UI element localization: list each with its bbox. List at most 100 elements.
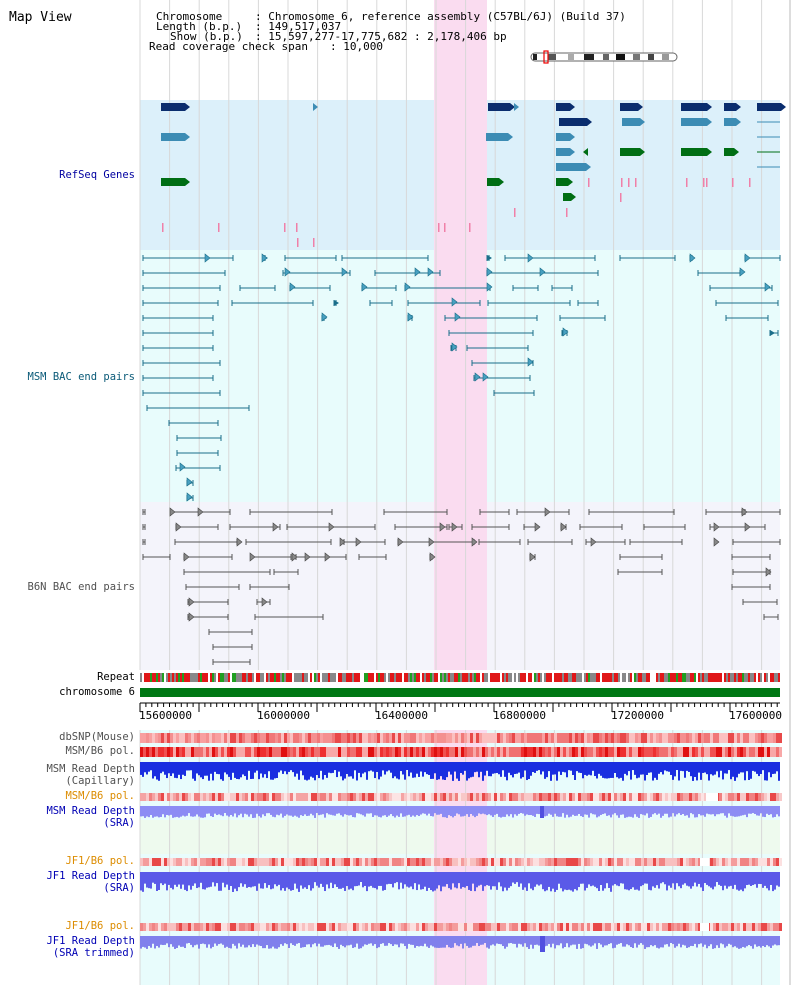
heat-cell	[764, 858, 767, 866]
read-depth-bar	[668, 806, 670, 818]
heat-cell	[242, 858, 245, 866]
read-depth-bar	[600, 936, 602, 945]
read-depth-bar	[166, 762, 168, 779]
heat-cell	[674, 923, 677, 931]
heat-cell	[542, 923, 545, 931]
read-depth-bar	[776, 872, 778, 886]
read-depth-bar	[470, 936, 472, 948]
repeat-element	[400, 673, 402, 682]
track-label-msm-bac[interactable]: MSM BAC end pairs	[27, 371, 135, 383]
heat-cell	[215, 733, 218, 743]
read-depth-bar	[230, 762, 232, 780]
read-depth-bar	[738, 936, 740, 949]
read-depth-bar	[584, 806, 586, 815]
track-label-msm-b6-pol-2[interactable]: MSM/B6 pol.	[65, 790, 135, 802]
heat-cell	[590, 923, 593, 931]
read-depth-bar	[284, 762, 286, 772]
read-depth-bar	[366, 762, 368, 780]
track-label-refseq[interactable]: RefSeq Genes	[59, 169, 135, 181]
read-depth-bar	[180, 806, 182, 817]
read-depth-bar	[248, 872, 250, 888]
read-depth-bar	[574, 936, 576, 945]
heat-cell	[407, 733, 410, 743]
heat-cell	[779, 793, 782, 801]
heat-cell	[422, 858, 425, 866]
read-depth-bar	[332, 762, 334, 773]
heat-cell	[461, 858, 464, 866]
read-depth-bar	[312, 806, 314, 816]
repeat-element	[556, 673, 558, 682]
read-depth-bar	[284, 806, 286, 816]
coverage-key: Read coverage check span	[149, 40, 308, 53]
heat-gap	[706, 793, 718, 801]
heat-cell	[521, 858, 524, 866]
heat-cell	[572, 858, 575, 866]
read-depth-bar	[518, 872, 520, 887]
repeat-element	[534, 673, 536, 682]
read-depth-bar	[574, 762, 576, 780]
read-depth-bar	[206, 872, 208, 888]
heat-cell	[494, 793, 497, 801]
repeat-element	[434, 673, 436, 682]
heat-cell	[374, 733, 377, 743]
heat-cell	[614, 858, 617, 866]
repeat-element	[666, 673, 668, 682]
heat-cell	[590, 858, 593, 866]
heat-cell	[746, 733, 749, 743]
repeat-element	[306, 673, 308, 682]
repeat-element	[582, 673, 584, 682]
read-depth-bar	[754, 762, 756, 772]
read-depth-bar	[548, 936, 550, 945]
read-depth-bar	[298, 806, 300, 818]
bac-end-arrow	[529, 552, 536, 562]
read-depth-bar	[362, 762, 364, 774]
heat-cell	[326, 747, 329, 757]
heat-cell	[503, 923, 506, 931]
read-depth-bar	[428, 936, 430, 948]
read-depth-bar	[738, 872, 740, 891]
read-depth-bar	[656, 872, 658, 886]
read-depth-bar	[182, 936, 184, 947]
read-depth-bar	[252, 806, 254, 818]
heat-cell	[275, 793, 278, 801]
track-label-jf1-read-depth-trimmed[interactable]: JF1 Read Depth	[46, 935, 135, 947]
track-label-jf1-read-depth-sra[interactable]: JF1 Read Depth	[46, 870, 135, 882]
heat-cell	[452, 793, 455, 801]
track-label-msm-read-depth-sra[interactable]: MSM Read Depth	[46, 805, 135, 817]
bac-end-arrow	[744, 522, 751, 532]
heat-cell	[554, 923, 557, 931]
read-depth-bar	[648, 936, 650, 948]
read-depth-bar	[750, 872, 752, 886]
heat-cell	[710, 747, 713, 757]
read-depth-bar	[402, 762, 404, 775]
heat-cell	[761, 858, 764, 866]
heat-cell	[413, 923, 416, 931]
repeat-element	[638, 673, 640, 682]
read-depth-bar	[254, 872, 256, 887]
heat-cell	[602, 747, 605, 757]
track-label-b6n-bac[interactable]: B6N BAC end pairs	[27, 581, 135, 593]
track-label-jf1-b6-pol-2[interactable]: JF1/B6 pol.	[65, 920, 135, 932]
track-label-msm-read-depth-capillary[interactable]: MSM Read Depth	[46, 763, 135, 775]
heat-cell	[668, 733, 671, 743]
track-label-jf1-b6-pol[interactable]: JF1/B6 pol.	[65, 855, 135, 867]
repeat-element	[384, 673, 386, 682]
repeat-element	[588, 673, 590, 682]
read-depth-bar	[610, 936, 612, 944]
bac-end-arrow	[204, 253, 211, 263]
heat-cell	[302, 747, 305, 757]
heat-cell	[437, 747, 440, 757]
read-depth-bar	[394, 762, 396, 777]
track-label-msm-b6-pol[interactable]: MSM/B6 pol.	[65, 745, 135, 757]
heat-cell	[167, 747, 170, 757]
heat-cell	[362, 923, 365, 931]
track-label-dbsnp[interactable]: dbSNP(Mouse)	[59, 731, 135, 743]
ruler-tick-label: 17200000	[611, 709, 664, 722]
read-depth-bar	[452, 762, 454, 781]
repeat-element	[586, 673, 588, 682]
read-depth-bar	[668, 872, 670, 886]
heat-cell	[356, 747, 359, 757]
heat-cell	[302, 793, 305, 801]
heat-cell	[599, 858, 602, 866]
